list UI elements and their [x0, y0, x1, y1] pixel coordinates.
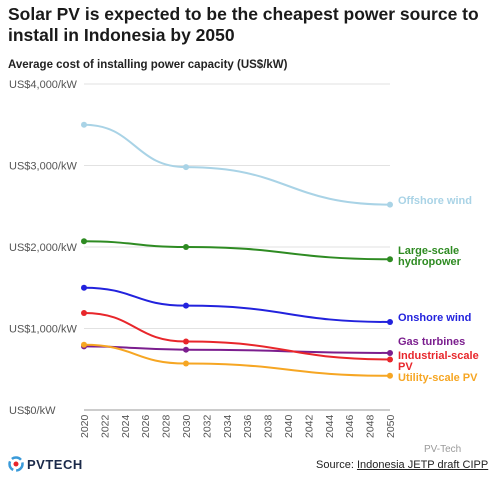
series-label-gas-turbines: Gas turbines — [398, 336, 465, 348]
data-point-industrial-scale-pv — [183, 338, 189, 345]
data-point-utility-scale-pv — [183, 360, 189, 367]
data-point-offshore-wind — [387, 201, 393, 208]
x-tick-label: 2020 — [79, 414, 91, 438]
x-tick-label: 2046 — [344, 414, 356, 438]
data-point-offshore-wind — [183, 164, 189, 171]
watermark: PV-Tech — [424, 444, 462, 455]
x-tick-label: 2026 — [140, 414, 152, 438]
data-point-industrial-scale-pv — [81, 310, 87, 317]
x-tick-label: 2030 — [181, 414, 193, 438]
data-point-large-scale-hydropower — [183, 244, 189, 250]
x-tick-label: 2038 — [263, 414, 275, 438]
x-tick-label: 2028 — [161, 414, 173, 438]
series-line-offshore-wind — [83, 123, 391, 206]
y-tick-label: US$0/kW — [9, 405, 56, 417]
x-tick-label: 2040 — [283, 414, 295, 438]
series-label-large-scale-hydropower: hydropower — [398, 256, 462, 268]
data-point-large-scale-hydropower — [81, 238, 87, 245]
series-label-onshore-wind: Onshore wind — [398, 312, 471, 324]
x-tick-label: 2044 — [324, 414, 336, 438]
source-note: Source: Indonesia JETP draft CIPP — [316, 459, 488, 471]
x-tick-label: 2036 — [242, 414, 254, 438]
chart-subtitle: Average cost of installing power capacit… — [8, 59, 288, 71]
source-link[interactable]: Indonesia JETP draft CIPP — [356, 459, 489, 471]
series-lines — [81, 121, 393, 379]
series-line-large-scale-hydropower — [83, 240, 391, 261]
x-tick-label: 2050 — [385, 414, 397, 438]
x-tick-label: 2024 — [120, 414, 132, 438]
y-tick-label: US$4,000/kW — [9, 79, 77, 91]
y-tick-label: US$1,000/kW — [9, 324, 77, 336]
series-line-gas-turbines — [83, 345, 391, 354]
series-label-utility-scale-pv: Utility-scale PV — [398, 372, 478, 384]
data-point-onshore-wind — [81, 284, 87, 291]
pvtech-logo-icon — [8, 456, 24, 472]
data-point-onshore-wind — [387, 318, 393, 325]
chart-title: Solar PV is expected to be the cheapest … — [8, 4, 479, 45]
y-tick-label: US$3,000/kW — [9, 161, 77, 173]
source-prefix: Source: — [316, 459, 357, 471]
x-tick-label: 2022 — [99, 414, 111, 438]
data-point-gas-turbines — [387, 349, 393, 356]
x-tick-label: 2032 — [201, 414, 213, 438]
series-line-utility-scale-pv — [83, 343, 391, 377]
series-label-industrial-scale-pv: PV — [398, 361, 413, 373]
data-point-offshore-wind — [81, 121, 87, 128]
x-tick-label: 2034 — [222, 414, 234, 438]
y-tick-label: US$2,000/kW — [9, 242, 77, 254]
pvtech-logo-text: PVTECH — [27, 456, 83, 472]
y-axis-tick-labels: US$4,000/kW US$3,000/kW US$2,000/kW US$1,00… — [9, 79, 77, 417]
grid-lines — [84, 83, 390, 411]
series-label-industrial-scale-pv: Industrial-scale — [398, 350, 479, 362]
x-axis-tick-labels: 2020 2022 2024 2026 2028 2030 2032 2034 2036 2038… — [79, 414, 397, 438]
data-point-utility-scale-pv — [81, 341, 87, 348]
series-label-large-scale-hydropower: Large-scale — [398, 245, 459, 257]
series-line-industrial-scale-pv — [83, 312, 391, 361]
series-line-onshore-wind — [83, 286, 391, 323]
series-label-offshore-wind: Offshore wind — [398, 195, 472, 207]
data-point-utility-scale-pv — [387, 372, 393, 379]
x-tick-label: 2048 — [365, 414, 377, 438]
data-point-gas-turbines — [183, 346, 189, 353]
x-tick-label: 2042 — [303, 414, 315, 438]
data-point-industrial-scale-pv — [387, 356, 393, 363]
pvtech-logo: PVTECH — [8, 456, 83, 472]
data-point-onshore-wind — [183, 302, 189, 309]
data-point-large-scale-hydropower — [387, 256, 393, 263]
